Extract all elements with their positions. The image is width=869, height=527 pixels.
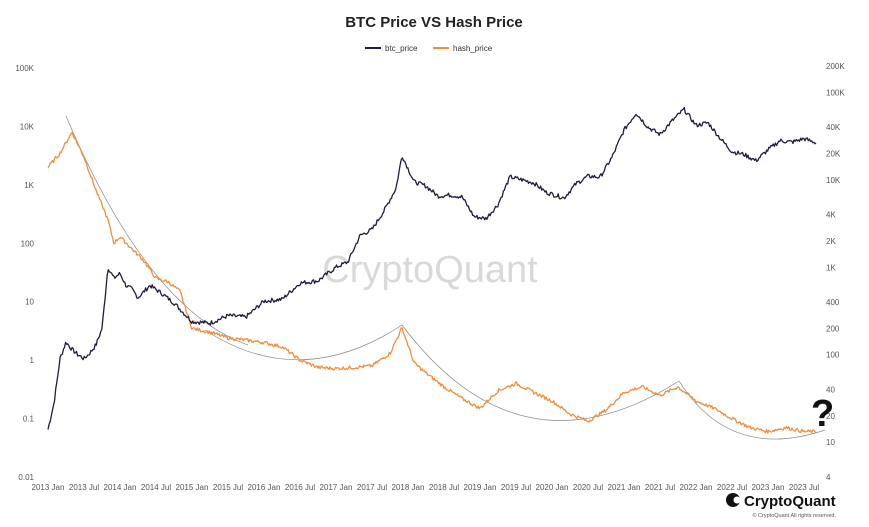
series-line-hash-price	[47, 131, 817, 434]
x-tick-label: 2017 Jul	[357, 483, 387, 492]
right-tick-label: 40	[826, 386, 835, 395]
brand-logo: CryptoQuant © CryptoQuant All rights res…	[726, 493, 836, 519]
brand-logo-icon-cut	[733, 496, 741, 504]
trend-curve-2018-2021	[401, 324, 680, 421]
legend-label-btc-price: btc_price	[385, 44, 418, 53]
brand-rights: © CryptoQuant All rights reserved.	[752, 512, 836, 519]
left-tick-label: 0.01	[18, 473, 34, 482]
x-tick-label: 2023 Jul	[789, 483, 819, 492]
x-tick-label: 2019 Jan	[464, 483, 497, 492]
x-tick-label: 2022 Jul	[717, 483, 747, 492]
x-tick-label: 2023 Jan	[752, 483, 785, 492]
x-tick-label: 2014 Jul	[141, 483, 171, 492]
right-tick-label: 40K	[826, 123, 841, 132]
x-tick-label: 2021 Jul	[645, 483, 675, 492]
watermark: CryptoQuant	[322, 249, 538, 291]
right-tick-label: 4K	[826, 211, 836, 220]
x-tick-label: 2017 Jan	[320, 483, 353, 492]
question-mark-annotation: ?	[811, 393, 834, 435]
x-tick-label: 2021 Jan	[608, 483, 641, 492]
x-tick-label: 2016 Jan	[248, 483, 281, 492]
left-tick-label: 100K	[15, 64, 34, 73]
x-axis: 2013 Jan 2013 Jul 2014 Jan 2014 Jul 2015 Jan…	[32, 483, 820, 492]
legend: btc_price hash_price	[365, 44, 493, 53]
right-tick-label: 2K	[826, 237, 836, 246]
x-tick-label: 2016 Jul	[285, 483, 315, 492]
right-tick-label: 100K	[826, 88, 845, 97]
left-tick-label: 10K	[20, 122, 35, 131]
brand-name: CryptoQuant	[744, 493, 836, 510]
x-tick-label: 2014 Jan	[104, 483, 137, 492]
trend-curve-2014-2017	[204, 324, 403, 361]
right-tick-label: 20K	[826, 149, 841, 158]
right-tick-label: 400	[826, 298, 840, 307]
x-tick-label: 2020 Jul	[573, 483, 603, 492]
trend-curves	[65, 115, 826, 440]
right-tick-label: 200K	[826, 62, 845, 71]
x-tick-label: 2015 Jan	[176, 483, 209, 492]
x-tick-label: 2013 Jan	[32, 483, 65, 492]
trend-curve-2022-2023	[678, 380, 826, 440]
x-tick-label: 2013 Jul	[69, 483, 99, 492]
right-tick-label: 10	[826, 438, 835, 447]
trend-curve-2013	[65, 115, 249, 346]
left-tick-label: 100	[21, 239, 35, 248]
x-tick-label: 2020 Jan	[536, 483, 569, 492]
right-tick-label: 20	[826, 412, 835, 421]
right-axis: 200K 100K 40K 20K 10K 4K 2K 1K 400 200 100 40 20 10 4	[826, 62, 845, 482]
right-tick-label: 4	[826, 473, 831, 482]
left-tick-label: 1	[30, 356, 35, 365]
left-tick-label: 1K	[24, 181, 34, 190]
chart-title: BTC Price VS Hash Price	[345, 14, 523, 31]
brand-logo-icon	[726, 493, 740, 507]
x-tick-label: 2022 Jan	[680, 483, 713, 492]
x-tick-label: 2018 Jul	[429, 483, 459, 492]
left-tick-label: 0.1	[23, 415, 35, 424]
series-line-btc-price	[47, 106, 817, 430]
x-tick-label: 2019 Jul	[501, 483, 531, 492]
right-tick-label: 100	[826, 351, 840, 360]
legend-label-hash-price: hash_price	[453, 44, 493, 53]
left-axis: 100K 10K 1K 100 10 1 0.1 0.01	[15, 64, 34, 482]
left-tick-label: 10	[25, 298, 34, 307]
x-tick-label: 2015 Jul	[213, 483, 243, 492]
right-tick-label: 1K	[826, 263, 836, 272]
right-tick-label: 200	[826, 324, 840, 333]
x-tick-label: 2018 Jan	[392, 483, 425, 492]
right-tick-label: 10K	[826, 176, 841, 185]
